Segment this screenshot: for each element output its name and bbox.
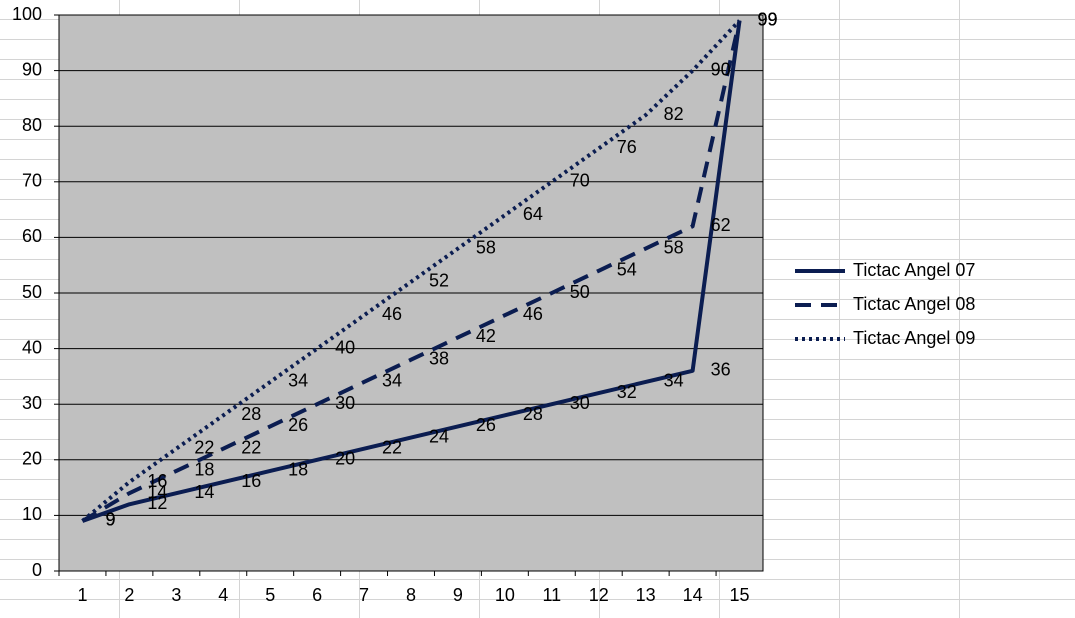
data-label: 64	[523, 204, 543, 224]
data-label: 50	[570, 282, 590, 302]
data-label: 24	[429, 426, 449, 446]
y-tick-label: 100	[12, 4, 42, 24]
data-label: 38	[429, 348, 449, 368]
data-label: 18	[288, 460, 308, 480]
plot-frame	[58, 14, 764, 572]
data-label: 30	[335, 393, 355, 413]
x-tick-label: 8	[406, 585, 416, 605]
data-label: 14	[194, 482, 214, 502]
data-label: 58	[476, 237, 496, 257]
data-label: 99	[758, 9, 778, 29]
x-tick-label: 11	[542, 585, 561, 605]
x-tick-label: 1	[77, 585, 87, 605]
data-label: 34	[664, 371, 684, 391]
series-line	[81, 20, 742, 523]
series-line	[81, 19, 741, 523]
data-label: 42	[476, 326, 496, 346]
y-tick-label: 40	[22, 337, 42, 357]
data-label: 34	[382, 371, 402, 391]
data-label: 22	[241, 437, 261, 457]
data-label: 62	[711, 215, 731, 235]
x-tick-label: 5	[265, 585, 275, 605]
data-label: 99	[758, 9, 778, 29]
data-label: 16	[241, 471, 261, 491]
y-tick-label: 20	[22, 449, 42, 469]
data-label: 14	[147, 482, 167, 502]
x-tick-label: 2	[124, 585, 134, 605]
data-label: 46	[382, 304, 402, 324]
series-line	[81, 20, 742, 523]
x-tick-label: 9	[453, 585, 463, 605]
x-tick-label: 4	[218, 585, 228, 605]
data-label: 9	[105, 510, 115, 530]
data-label: 30	[570, 393, 590, 413]
data-label: 26	[476, 415, 496, 435]
data-label: 36	[711, 360, 731, 380]
legend-label: Tictac Angel 07	[853, 260, 975, 280]
x-tick-label: 14	[683, 585, 703, 605]
legend-label: Tictac Angel 09	[853, 328, 975, 348]
data-label: 46	[523, 304, 543, 324]
y-tick-label: 70	[22, 171, 42, 191]
data-label: 76	[617, 137, 637, 157]
data-label: 28	[523, 404, 543, 424]
x-tick-label: 10	[495, 585, 515, 605]
x-tick-label: 13	[636, 585, 656, 605]
data-label: 9	[105, 510, 115, 530]
y-tick-label: 0	[32, 560, 42, 580]
y-tick-label: 60	[22, 226, 42, 246]
data-label: 90	[711, 59, 731, 79]
data-label: 52	[429, 271, 449, 291]
data-label: 58	[664, 237, 684, 257]
x-tick-label: 3	[171, 585, 181, 605]
data-label: 28	[241, 404, 261, 424]
data-label: 99	[758, 9, 778, 29]
x-tick-label: 6	[312, 585, 322, 605]
data-label: 12	[147, 493, 167, 513]
y-tick-label: 10	[22, 504, 42, 524]
data-label: 22	[194, 437, 214, 457]
data-label: 20	[335, 449, 355, 469]
y-tick-label: 80	[22, 115, 42, 135]
data-label: 16	[147, 471, 167, 491]
data-label: 9	[105, 510, 115, 530]
data-label: 22	[382, 437, 402, 457]
data-label: 70	[570, 171, 590, 191]
data-label: 54	[617, 260, 637, 280]
data-label: 32	[617, 382, 637, 402]
data-label: 40	[335, 337, 355, 357]
data-label: 18	[194, 460, 214, 480]
y-tick-label: 90	[22, 59, 42, 79]
x-tick-label: 12	[589, 585, 609, 605]
x-tick-label: 15	[730, 585, 750, 605]
data-label: 26	[288, 415, 308, 435]
data-label: 82	[664, 104, 684, 124]
legend-label: Tictac Angel 08	[853, 294, 975, 314]
y-tick-label: 50	[22, 282, 42, 302]
data-label: 34	[288, 371, 308, 391]
y-tick-label: 30	[22, 393, 42, 413]
x-tick-label: 7	[359, 585, 369, 605]
